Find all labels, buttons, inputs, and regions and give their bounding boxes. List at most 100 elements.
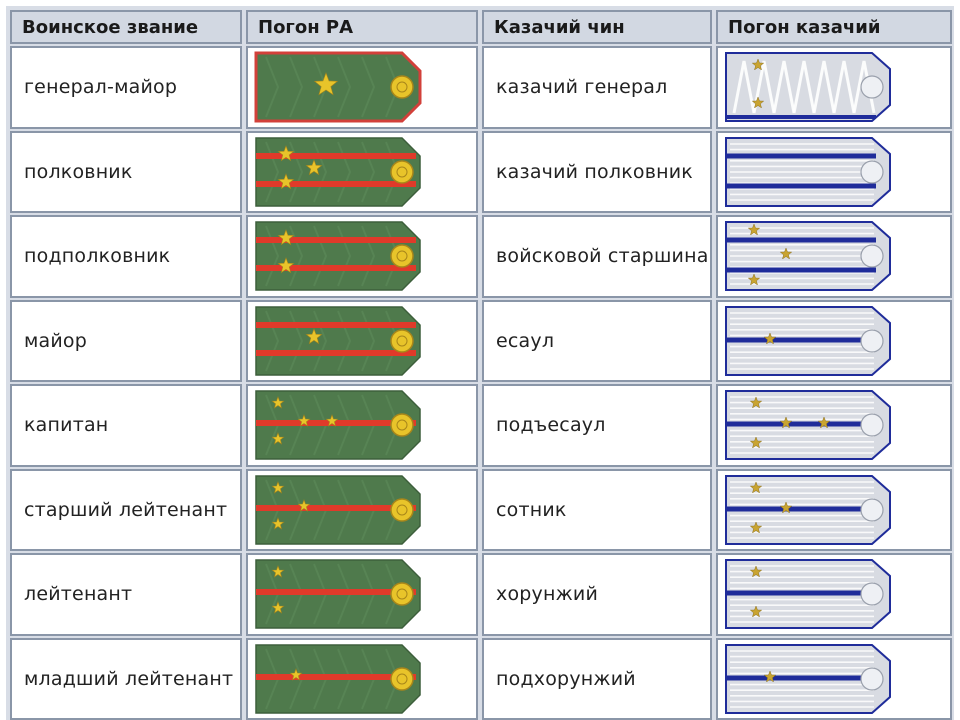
cossack-board-stripe (726, 183, 876, 189)
army-board-stripe (256, 673, 416, 680)
army-shoulder-board (255, 559, 421, 629)
cossack-board-star (749, 565, 763, 578)
army-board-star (297, 414, 311, 427)
cossack-shoulder-board (725, 52, 891, 123)
army-board-stripe (256, 265, 416, 272)
column-header-label: Казачий чин (494, 16, 625, 38)
cossack-board-star (749, 436, 763, 449)
cossack-board-star (779, 416, 793, 429)
cossack-board-stripe (726, 267, 876, 273)
column-header: Казачий чин (482, 10, 712, 44)
army-rank-label: подполковник (24, 245, 171, 268)
army-shoulder-board (255, 221, 421, 291)
cossack-rank-label: хорунжий (496, 583, 599, 606)
army-rank-label: майор (24, 329, 88, 352)
army-rank-cell: полковник (10, 130, 242, 213)
cossack-shoulder-board-cell (716, 637, 952, 720)
cossack-board-star (779, 247, 793, 260)
cossack-shoulder-board-cell (716, 46, 952, 129)
cossack-board-star (763, 332, 777, 345)
army-shoulder-board-cell (246, 637, 478, 720)
cossack-rank-label: подхорунжий (496, 667, 636, 690)
army-shoulder-board-cell (246, 130, 478, 213)
army-rank-label: капитан (24, 414, 109, 437)
cossack-shoulder-board (725, 474, 891, 545)
cossack-board-star (749, 481, 763, 494)
army-rank-cell: майор (10, 299, 242, 382)
column-header-label: Воинское звание (22, 16, 199, 38)
army-board-stripe (256, 180, 416, 187)
army-rank-cell: генерал-майор (10, 46, 242, 129)
army-board-star (325, 414, 339, 427)
army-board-stripe (256, 237, 416, 244)
army-rank-label: полковник (24, 160, 133, 183)
army-board-body (254, 51, 422, 123)
cossack-board-button (860, 75, 884, 99)
army-board-star (271, 480, 285, 494)
cossack-board-stripe (726, 153, 876, 159)
army-board-stripe (256, 589, 416, 596)
rank-comparison-table: Воинское звание Погон РА Казачий чин Погон … (6, 6, 954, 720)
cossack-board-star (763, 670, 777, 683)
army-shoulder-board-cell (246, 468, 478, 551)
cossack-shoulder-board-cell (716, 130, 952, 213)
army-board-button (390, 160, 414, 184)
cossack-shoulder-board (725, 559, 891, 630)
cossack-board-stripe (726, 506, 876, 512)
army-board-star (297, 498, 311, 512)
army-shoulder-board (255, 390, 421, 460)
army-shoulder-board (255, 644, 421, 714)
army-rank-label: старший лейтенант (24, 498, 228, 521)
cossack-board-star (817, 416, 831, 429)
cossack-rank-cell: хорунжий (482, 553, 712, 636)
army-board-star (271, 565, 285, 578)
cossack-board-star (751, 58, 765, 71)
army-shoulder-board-cell (246, 299, 478, 382)
cossack-shoulder-board-cell (716, 553, 952, 636)
cossack-rank-label: войсковой старшина (496, 245, 709, 268)
cossack-board-button (860, 582, 884, 606)
army-board-button (390, 667, 414, 691)
cossack-shoulder-board-cell (716, 468, 952, 551)
army-board-star (271, 396, 285, 409)
army-board-star (305, 327, 323, 344)
cossack-rank-cell: казачий генерал (482, 46, 712, 129)
column-header-label: Погон РА (258, 16, 354, 38)
cossack-shoulder-board-cell (716, 299, 952, 382)
army-board-stripe (256, 420, 416, 427)
army-board-button (390, 329, 414, 353)
cossack-board-stripe (726, 675, 876, 681)
cossack-board-button (860, 329, 884, 353)
cossack-shoulder-board (725, 643, 891, 714)
army-rank-cell: старший лейтенант (10, 468, 242, 551)
cossack-board-stripe (726, 337, 876, 343)
cossack-shoulder-board (725, 221, 891, 292)
cossack-board-star (747, 223, 761, 236)
army-board-star (271, 432, 285, 445)
cossack-board-stripe (726, 590, 876, 596)
army-board-stripe (256, 504, 416, 511)
cossack-rank-cell: подхорунжий (482, 637, 712, 720)
army-shoulder-board (254, 51, 422, 123)
cossack-board-button (860, 498, 884, 522)
army-rank-cell: подполковник (10, 215, 242, 298)
cossack-rank-label: казачий полковник (496, 160, 693, 183)
army-rank-label: лейтенант (24, 583, 133, 606)
army-shoulder-board-cell (246, 46, 478, 129)
cossack-rank-cell: подъесаул (482, 384, 712, 467)
cossack-shoulder-board-cell (716, 215, 952, 298)
army-rank-label: генерал-майор (24, 76, 178, 99)
cossack-board-star (747, 273, 761, 286)
army-shoulder-board-cell (246, 553, 478, 636)
army-rank-cell: капитан (10, 384, 242, 467)
army-board-button (390, 244, 414, 268)
cossack-rank-label: сотник (496, 498, 567, 521)
army-rank-cell: лейтенант (10, 553, 242, 636)
army-shoulder-board-cell (246, 384, 478, 467)
army-shoulder-board-cell (246, 215, 478, 298)
army-shoulder-board (255, 137, 421, 207)
army-board-star (313, 72, 339, 96)
army-board-star (271, 516, 285, 530)
army-rank-label: младший лейтенант (24, 667, 234, 690)
cossack-board-button (860, 160, 884, 184)
